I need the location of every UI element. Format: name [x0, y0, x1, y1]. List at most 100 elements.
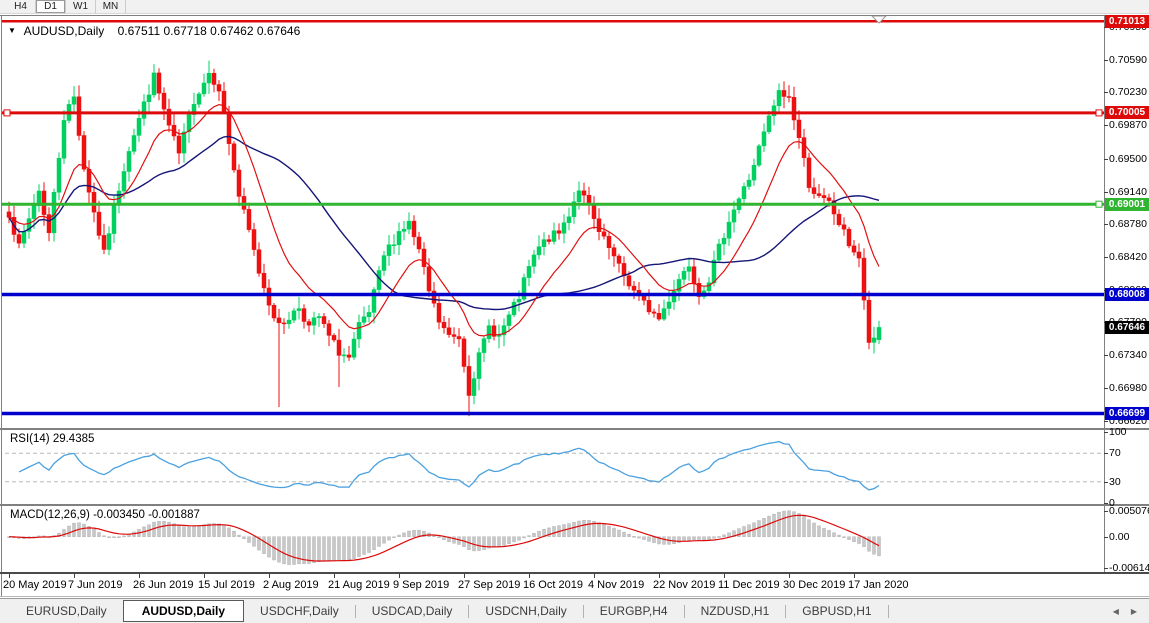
date-tick-mark	[594, 574, 595, 578]
chart-tab-eurgbp[interactable]: EURGBP,H4	[599, 604, 668, 618]
rsi-layer	[5, 440, 1104, 491]
chart-title-symbol: AUDUSD,Daily	[23, 24, 105, 38]
chart-title-ohlc: 0.67511 0.67718 0.67462 0.67646	[117, 24, 301, 38]
date-axis-label: 22 Nov 2019	[653, 579, 716, 591]
price-tick-label: 0.66620	[1109, 415, 1147, 427]
tab-scroll-left-icon[interactable]: ◀	[1112, 606, 1119, 616]
toolbar-separator	[125, 0, 126, 13]
date-tick-mark	[269, 574, 270, 578]
macd-layer	[7, 510, 881, 565]
chart-tab-usdcad[interactable]: USDCAD,Daily	[371, 604, 453, 618]
toolbar-separator	[95, 0, 96, 13]
price-tick-mark	[1104, 60, 1108, 61]
moving-averages-layer	[8, 103, 880, 337]
price-tick-mark	[1104, 388, 1108, 389]
macd-tick-label: 0.005076	[1109, 505, 1149, 517]
tab-scroll-right-icon[interactable]: ▶	[1130, 606, 1137, 616]
tab-scroll-controls: ◀ ▶	[1113, 607, 1149, 616]
date-tick-mark	[464, 574, 465, 578]
price-tick-mark	[1104, 257, 1108, 258]
rsi-tick-label: 70	[1109, 447, 1121, 459]
price-axis-border[interactable]	[1104, 15, 1105, 574]
tab-separator	[468, 604, 470, 618]
time-axis-border	[0, 596, 1149, 597]
toolbar-separator	[65, 0, 66, 13]
chart-title: ▼ AUDUSD,Daily 0.67511 0.67718 0.67462 0…	[8, 24, 300, 38]
tab-separator	[887, 604, 889, 618]
chart-tabs: EURUSD,Daily AUDUSD,Daily USDCHF,Daily USDC…	[10, 600, 889, 622]
macd-bottom-border	[0, 572, 1149, 574]
main-rsi-separator[interactable]	[0, 428, 1149, 430]
price-level-badge: 0.71013	[1105, 15, 1149, 28]
tab-separator	[785, 604, 787, 618]
timeframe-button-w1[interactable]: W1	[73, 1, 88, 12]
current-price-badge: 0.67646	[1105, 321, 1149, 334]
rsi-tick-label: 0	[1109, 497, 1115, 509]
date-axis-label: 17 Jan 2020	[848, 579, 909, 591]
date-axis-label: 21 Aug 2019	[328, 579, 390, 591]
line-handle[interactable]	[3, 109, 11, 117]
timeframe-button-h4[interactable]: H4	[14, 1, 27, 12]
macd-tick-mark	[1104, 537, 1108, 538]
date-tick-mark	[139, 574, 140, 578]
horizontal-levels-layer	[2, 20, 1104, 416]
toolbar-separator	[35, 0, 36, 13]
price-tick-label: 0.67340	[1109, 349, 1147, 361]
rsi-indicator-label: RSI(14) 29.4385	[10, 433, 95, 445]
price-level-badge: 0.70005	[1105, 106, 1149, 119]
price-level-badge: 0.69001	[1105, 198, 1149, 211]
price-tick-mark	[1104, 125, 1108, 126]
candles-layer	[6, 60, 882, 417]
date-axis-label: 30 Dec 2019	[783, 579, 846, 591]
rsi-tick-mark	[1104, 503, 1108, 504]
chart-left-border	[1, 15, 2, 597]
date-axis-label: 2 Aug 2019	[263, 579, 319, 591]
date-tick-mark	[9, 574, 10, 578]
date-axis-label: 7 Jun 2019	[68, 579, 123, 591]
macd-tick-mark	[1104, 568, 1108, 569]
chart-shift-marker-icon[interactable]	[870, 15, 888, 24]
line-handle[interactable]	[1095, 109, 1103, 117]
date-tick-mark	[74, 574, 75, 578]
chart-tab-usdchf[interactable]: USDCHF,Daily	[260, 604, 339, 618]
rsi-line	[18, 440, 880, 491]
date-tick-mark	[334, 574, 335, 578]
timeframe-button-mn[interactable]: MN	[102, 1, 119, 12]
tab-separator	[683, 604, 685, 618]
price-tick-mark	[1104, 224, 1108, 225]
timeframe-button-d1[interactable]: D1	[36, 0, 65, 13]
rsi-tick-label: 100	[1109, 426, 1127, 438]
chart-tab-gbpusd[interactable]: GBPUSD,H1	[802, 604, 872, 618]
rsi-tick-label: 30	[1109, 476, 1121, 488]
timeframe-toolbar: H4 D1 W1 MN	[0, 0, 1149, 14]
rsi-tick-mark	[1104, 432, 1108, 433]
chart-tab-audusd[interactable]: AUDUSD,Daily	[122, 600, 245, 622]
macd-tick-mark	[1104, 511, 1108, 512]
price-tick-mark	[1104, 192, 1108, 193]
price-tick-label: 0.70590	[1109, 54, 1147, 66]
date-axis-label: 27 Sep 2019	[458, 579, 521, 591]
rsi-macd-separator[interactable]	[0, 504, 1149, 506]
price-tick-mark	[1104, 159, 1108, 160]
collapse-indicator-icon[interactable]: ▼	[8, 26, 16, 35]
chart-tab-bar: EURUSD,Daily AUDUSD,Daily USDCHF,Daily USDC…	[0, 598, 1149, 623]
date-tick-mark	[854, 574, 855, 578]
macd-tick-label: 0.00	[1109, 531, 1130, 543]
date-axis-label: 9 Sep 2019	[393, 579, 450, 591]
date-axis-label: 4 Nov 2019	[588, 579, 645, 591]
price-level-badge: 0.68008	[1105, 288, 1149, 301]
rsi-tick-mark	[1104, 453, 1108, 454]
line-handle[interactable]	[1095, 200, 1103, 208]
date-tick-mark	[789, 574, 790, 578]
date-tick-mark	[724, 574, 725, 578]
chart-tab-nzdusd[interactable]: NZDUSD,H1	[700, 604, 770, 618]
chart-tab-usdcnh[interactable]: USDCNH,Daily	[485, 604, 567, 618]
date-axis-label: 11 Dec 2019	[718, 579, 780, 591]
date-tick-mark	[204, 574, 205, 578]
ma-slow-line	[8, 135, 880, 311]
tab-separator	[582, 604, 584, 618]
rsi-tick-mark	[1104, 482, 1108, 483]
chart-tab-eurusd[interactable]: EURUSD,Daily	[26, 604, 107, 618]
